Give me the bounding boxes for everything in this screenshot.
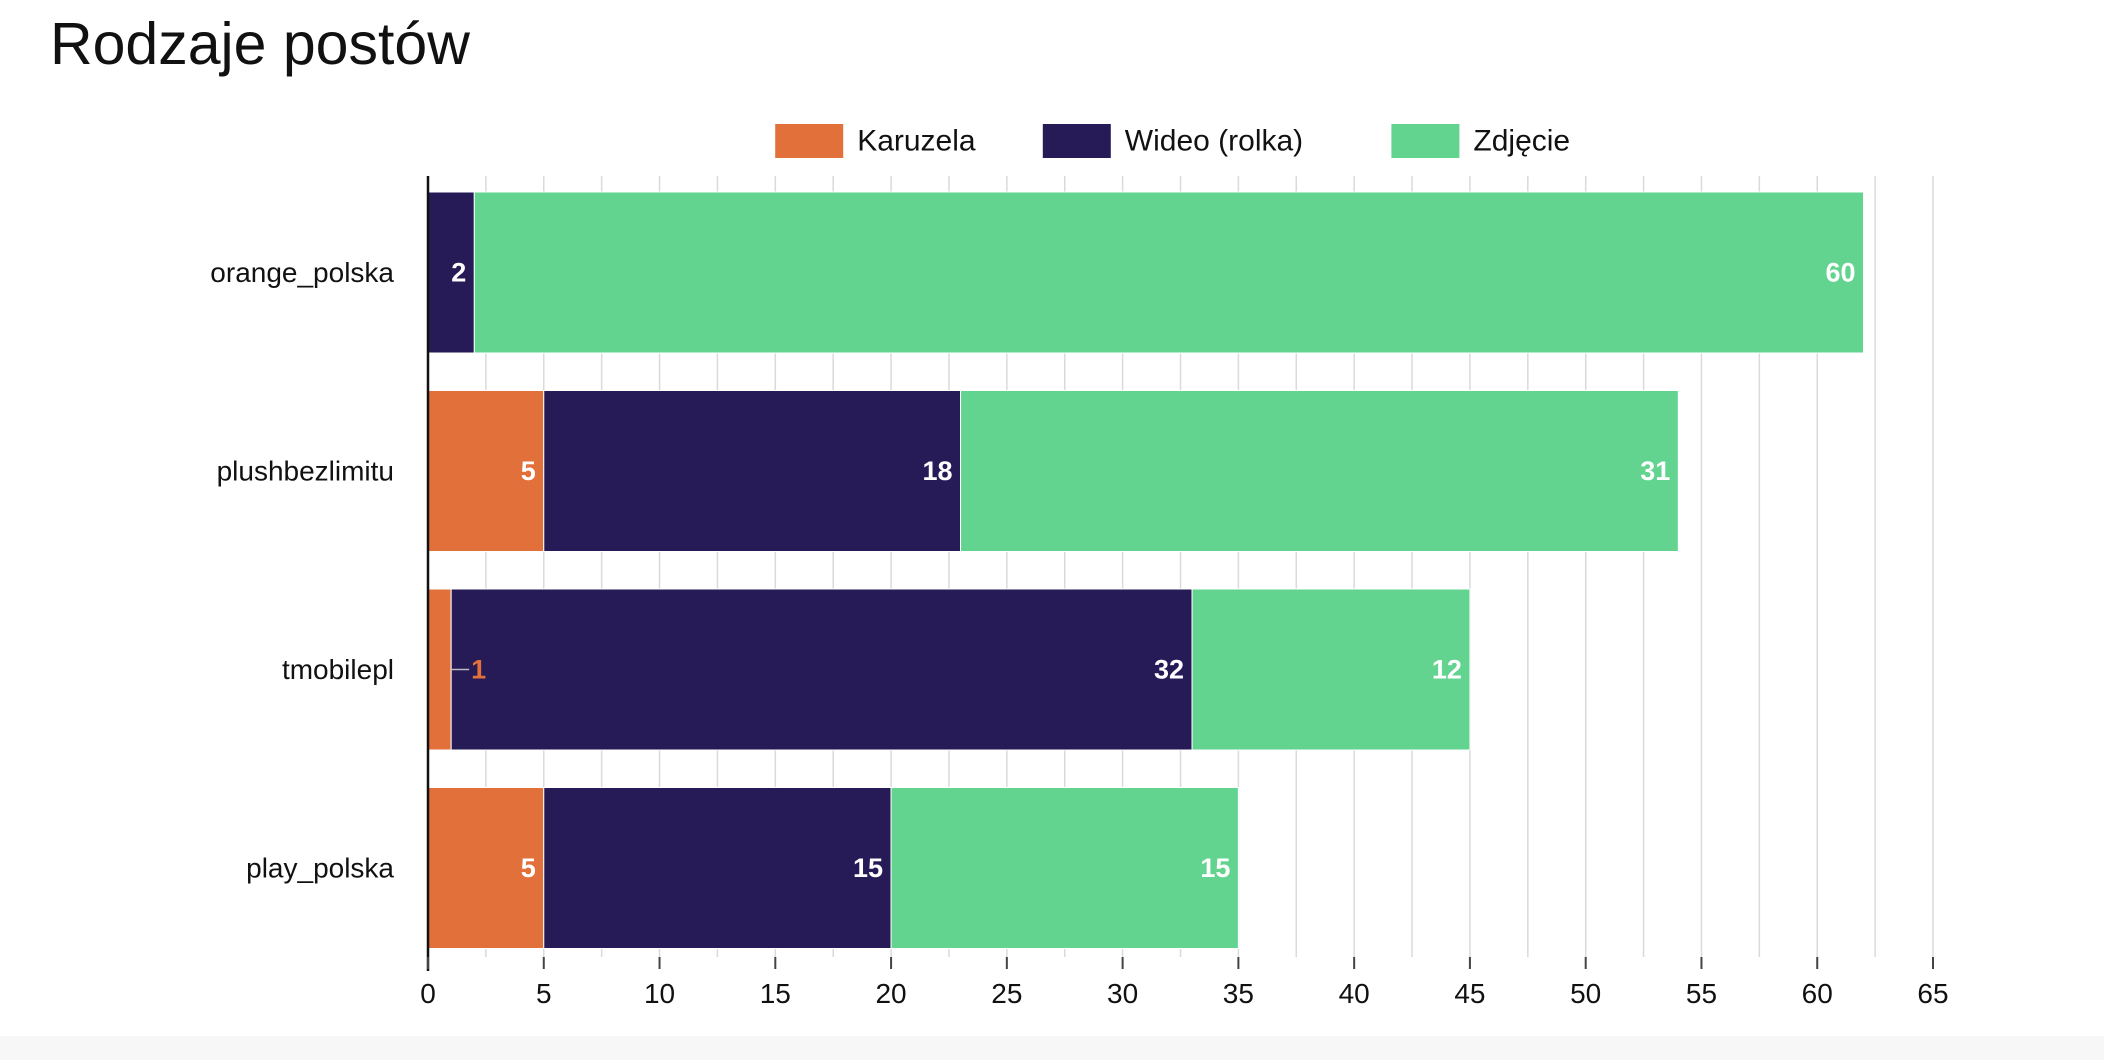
category-label: tmobilepl xyxy=(282,654,394,685)
bar xyxy=(890,787,1239,949)
x-tick-label: 55 xyxy=(1686,978,1717,1009)
data-label: 18 xyxy=(922,456,952,486)
x-tick-label: 20 xyxy=(875,978,906,1009)
legend-label: Wideo (rolka) xyxy=(1125,125,1303,158)
legend-label: Zdjęcie xyxy=(1473,125,1570,158)
legend-swatch xyxy=(1042,124,1111,158)
x-tick-label: 45 xyxy=(1454,978,1485,1009)
bar xyxy=(960,390,1679,552)
bar xyxy=(473,191,1865,354)
data-label: 60 xyxy=(1825,258,1855,288)
x-tick-label: 10 xyxy=(644,978,675,1009)
x-tick-label: 65 xyxy=(1917,978,1948,1009)
bar xyxy=(543,787,892,949)
x-tick-label: 35 xyxy=(1223,978,1254,1009)
bar xyxy=(427,191,475,354)
data-label: 12 xyxy=(1432,655,1462,685)
legend-swatch xyxy=(775,124,844,158)
bar xyxy=(427,390,545,552)
x-tick-label: 5 xyxy=(536,978,552,1009)
data-label: 5 xyxy=(521,456,536,486)
legend-swatch xyxy=(1391,124,1460,158)
category-label: plushbezlimitu xyxy=(217,456,394,487)
data-label: 31 xyxy=(1640,456,1670,486)
data-label: 32 xyxy=(1154,655,1184,685)
bars xyxy=(427,191,1865,949)
bar xyxy=(543,390,962,552)
x-tick-label: 25 xyxy=(991,978,1022,1009)
data-label: 1 xyxy=(471,655,486,685)
data-label: 15 xyxy=(853,853,883,883)
data-labels: 2 60 5 18 31 1 32 12 5 15 15 xyxy=(451,258,1856,883)
bar xyxy=(427,588,452,751)
data-label: 5 xyxy=(521,853,536,883)
bar xyxy=(450,588,1193,751)
bar xyxy=(1191,588,1471,751)
x-tick-label: 40 xyxy=(1339,978,1370,1009)
data-label: 2 xyxy=(451,258,466,288)
legend: Karuzela Wideo (rolka) Zdjęcie xyxy=(775,124,1570,158)
axes: orange_polska plushbezlimitu tmobilepl play… xyxy=(210,176,1949,1009)
data-label: 15 xyxy=(1200,853,1230,883)
x-tick-label: 60 xyxy=(1802,978,1833,1009)
x-tick-label: 50 xyxy=(1570,978,1601,1009)
legend-label: Karuzela xyxy=(857,125,976,158)
bottom-strip xyxy=(0,1036,2104,1060)
category-label: play_polska xyxy=(246,853,394,884)
x-tick-label: 30 xyxy=(1107,978,1138,1009)
chart-title: Rodzaje postów xyxy=(50,11,470,77)
category-label: orange_polska xyxy=(210,257,394,288)
x-tick-label: 15 xyxy=(760,978,791,1009)
x-tick-label: 0 xyxy=(420,978,436,1009)
